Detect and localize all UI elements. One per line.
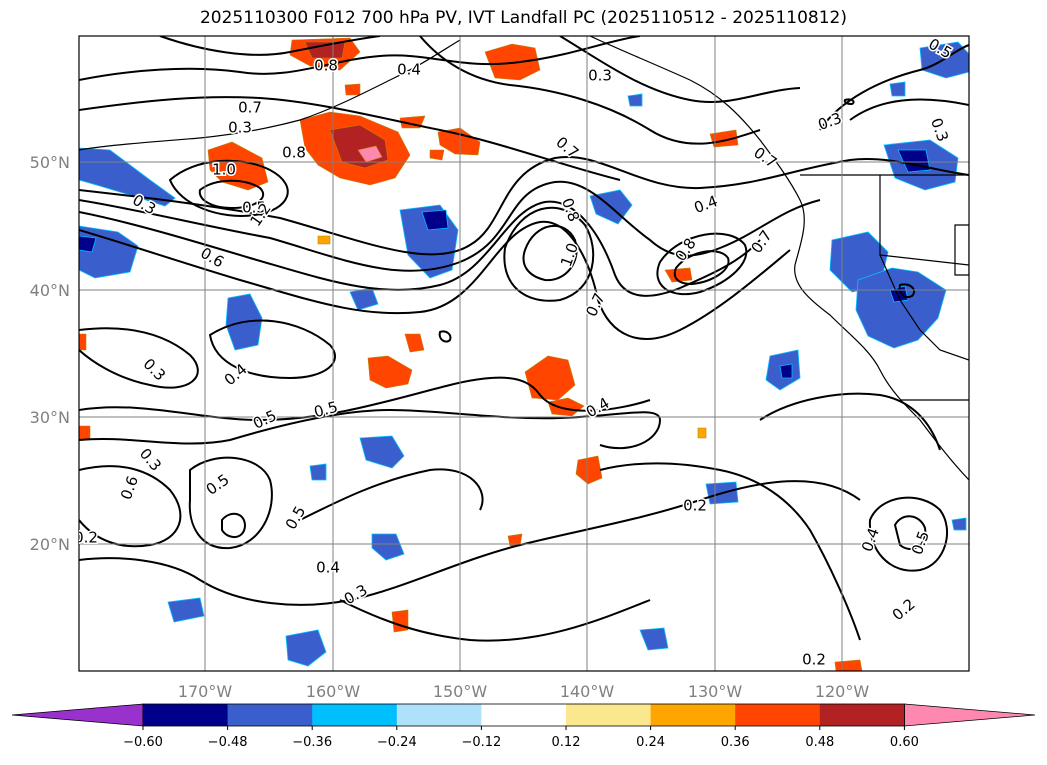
longitude-labels: 170°W 160°W 150°W 140°W 130°W 120°W bbox=[178, 682, 870, 701]
colorbar-tick-label: 0.48 bbox=[805, 735, 834, 750]
contour-label: 0.5 bbox=[282, 503, 310, 533]
contour-label: 0.3 bbox=[140, 355, 170, 385]
contour-label: 0.8 bbox=[314, 57, 338, 75]
contour-label: 0.7 bbox=[750, 143, 780, 171]
coastlines bbox=[79, 36, 969, 481]
colorbar-segment bbox=[396, 704, 482, 726]
lon-label: 130°W bbox=[688, 682, 743, 701]
colorbar-tick-label: −0.36 bbox=[292, 735, 332, 750]
colorbar-segment bbox=[481, 704, 567, 726]
colorbar-max-extension bbox=[904, 703, 1036, 727]
contour-label: 0.8 bbox=[282, 144, 306, 162]
map-title: 2025110300 F012 700 hPa PV, IVT Landfall… bbox=[199, 8, 847, 28]
positive-anomaly-patches bbox=[79, 37, 863, 671]
lat-label: 50°N bbox=[30, 153, 70, 172]
lat-lon-grid bbox=[79, 36, 969, 671]
lat-label: 20°N bbox=[30, 535, 70, 554]
colorbar-segment bbox=[819, 704, 905, 726]
map-frame bbox=[78, 35, 970, 672]
contour-label: 0.5 bbox=[312, 398, 340, 422]
contour-label: 0.6 bbox=[197, 244, 227, 272]
colorbar-tick-label: 0.12 bbox=[552, 735, 581, 750]
lon-label: 170°W bbox=[178, 682, 233, 701]
contour-label: 0.3 bbox=[927, 116, 952, 145]
colorbar-tick-label: −0.24 bbox=[377, 735, 417, 750]
contour-label: 0.2 bbox=[889, 595, 919, 624]
lon-label: 140°W bbox=[560, 682, 615, 701]
latitude-labels: 50°N 40°N 30°N 20°N bbox=[30, 153, 70, 554]
lon-label: 150°W bbox=[433, 682, 488, 701]
colorbar-outline bbox=[142, 703, 905, 727]
lon-label: 160°W bbox=[306, 682, 361, 701]
contour-label: 1.0 bbox=[212, 161, 236, 179]
contour-label: 0.5 bbox=[908, 529, 933, 558]
colorbar-segment bbox=[143, 704, 229, 726]
contour-label: 1.0 bbox=[557, 241, 582, 270]
colorbar-tick-label: 0.24 bbox=[636, 735, 665, 750]
colorbar: −0.60 −0.48 −0.36 −0.24 −0.12 0.12 0.24 0.36 0.4… bbox=[11, 703, 1036, 750]
contour-label: 0.2 bbox=[802, 651, 826, 669]
contour-label: 0.4 bbox=[858, 526, 883, 555]
colorbar-segment bbox=[735, 704, 821, 726]
lon-label: 120°W bbox=[815, 682, 870, 701]
contour-label: 0.3 bbox=[816, 109, 845, 134]
contour-labels: 0.80.70.30.40.50.30.81.01.20.70.60.30.3 0… bbox=[74, 36, 957, 670]
colorbar-tick-label: 0.36 bbox=[721, 735, 750, 750]
negative-anomaly-patches bbox=[79, 41, 969, 667]
colorbar-segment bbox=[650, 704, 736, 726]
colorbar-min-extension bbox=[11, 703, 144, 727]
contour-label: 0.4 bbox=[316, 559, 340, 577]
contour-label: 0.2 bbox=[683, 497, 707, 515]
colorbar-tick-label: 0.60 bbox=[890, 735, 919, 750]
contour-label: 0.7 bbox=[238, 99, 262, 117]
colorbar-segment bbox=[312, 704, 398, 726]
contour-label: 0.3 bbox=[341, 581, 371, 609]
contour-label: 0.3 bbox=[588, 67, 612, 85]
colorbar-segment bbox=[566, 704, 652, 726]
contour-label: 0.5 bbox=[242, 199, 266, 217]
contour-label: 0.5 bbox=[203, 470, 233, 498]
pv-shading-layer bbox=[79, 37, 969, 671]
contour-label: 0.8 bbox=[671, 235, 699, 265]
contour-label: 0.4 bbox=[397, 61, 421, 79]
colorbar-segment bbox=[227, 704, 313, 726]
contour-label: 0.2 bbox=[74, 529, 98, 547]
lat-label: 30°N bbox=[30, 408, 70, 427]
lat-label: 40°N bbox=[30, 281, 70, 300]
contour-label: 0.3 bbox=[228, 119, 252, 137]
colorbar-tick-label: −0.12 bbox=[461, 735, 501, 750]
contour-label: 0.4 bbox=[692, 192, 721, 217]
contour-label: 0.6 bbox=[117, 474, 142, 503]
colorbar-tick-label: −0.60 bbox=[123, 735, 163, 750]
colorbar-tick-label: −0.48 bbox=[208, 735, 248, 750]
contour-label: 0.5 bbox=[250, 406, 279, 432]
contour-label: 0.4 bbox=[221, 360, 251, 389]
